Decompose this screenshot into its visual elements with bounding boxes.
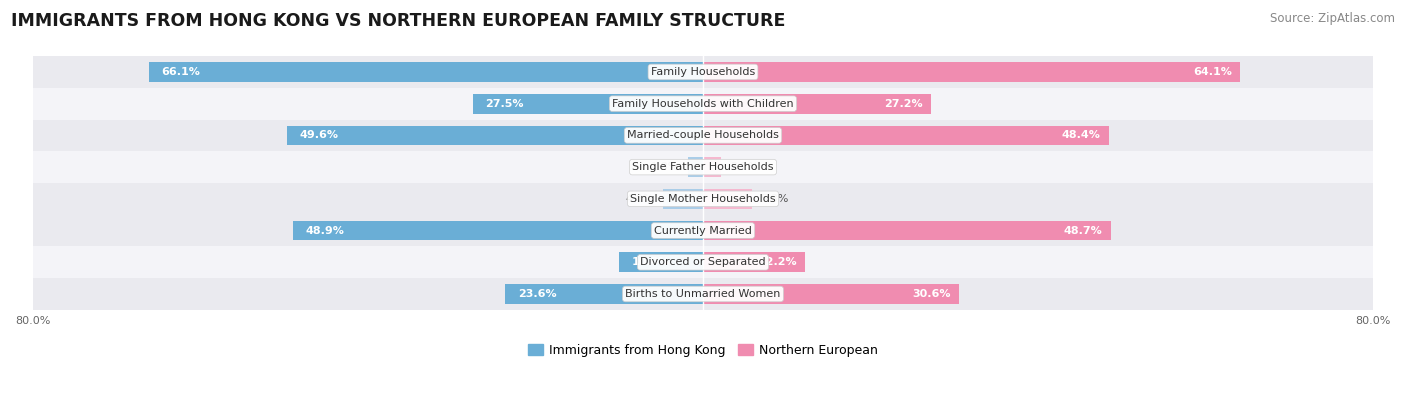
Bar — [294, 221, 703, 241]
Text: 48.4%: 48.4% — [1062, 130, 1099, 140]
Bar — [472, 94, 703, 113]
Text: Family Households: Family Households — [651, 67, 755, 77]
Text: 12.2%: 12.2% — [758, 257, 797, 267]
Text: 48.7%: 48.7% — [1064, 226, 1102, 235]
Text: Single Mother Households: Single Mother Households — [630, 194, 776, 204]
Bar — [32, 56, 1374, 88]
Text: Family Households with Children: Family Households with Children — [612, 99, 794, 109]
Bar — [688, 157, 703, 177]
Bar — [703, 94, 931, 113]
Text: 64.1%: 64.1% — [1192, 67, 1232, 77]
Bar — [703, 252, 806, 272]
Bar — [662, 189, 703, 209]
Bar — [32, 151, 1374, 183]
Text: Single Father Households: Single Father Households — [633, 162, 773, 172]
Text: 5.8%: 5.8% — [761, 194, 789, 204]
Bar — [703, 221, 1111, 241]
Text: IMMIGRANTS FROM HONG KONG VS NORTHERN EUROPEAN FAMILY STRUCTURE: IMMIGRANTS FROM HONG KONG VS NORTHERN EU… — [11, 12, 786, 30]
Bar — [619, 252, 703, 272]
Bar — [32, 88, 1374, 120]
Text: 48.9%: 48.9% — [307, 226, 344, 235]
Bar — [703, 126, 1108, 145]
Bar — [32, 120, 1374, 151]
Bar — [149, 62, 703, 82]
Text: Married-couple Households: Married-couple Households — [627, 130, 779, 140]
Text: 4.8%: 4.8% — [626, 194, 654, 204]
Bar — [703, 62, 1240, 82]
Bar — [32, 215, 1374, 246]
Bar — [287, 126, 703, 145]
Text: 10.0%: 10.0% — [631, 257, 671, 267]
Text: 66.1%: 66.1% — [162, 67, 201, 77]
Bar — [32, 183, 1374, 215]
Text: 23.6%: 23.6% — [517, 289, 557, 299]
Text: 27.5%: 27.5% — [485, 99, 523, 109]
Text: 2.2%: 2.2% — [730, 162, 758, 172]
Bar — [32, 278, 1374, 310]
Bar — [505, 284, 703, 304]
Text: Divorced or Separated: Divorced or Separated — [640, 257, 766, 267]
Bar — [32, 246, 1374, 278]
Text: Source: ZipAtlas.com: Source: ZipAtlas.com — [1270, 12, 1395, 25]
Bar — [703, 284, 959, 304]
Legend: Immigrants from Hong Kong, Northern European: Immigrants from Hong Kong, Northern Euro… — [523, 339, 883, 362]
Text: Currently Married: Currently Married — [654, 226, 752, 235]
Text: 1.8%: 1.8% — [651, 162, 679, 172]
Text: 27.2%: 27.2% — [884, 99, 922, 109]
Text: Births to Unmarried Women: Births to Unmarried Women — [626, 289, 780, 299]
Bar — [703, 157, 721, 177]
Text: 49.6%: 49.6% — [299, 130, 339, 140]
Bar — [703, 189, 752, 209]
Text: 30.6%: 30.6% — [912, 289, 950, 299]
